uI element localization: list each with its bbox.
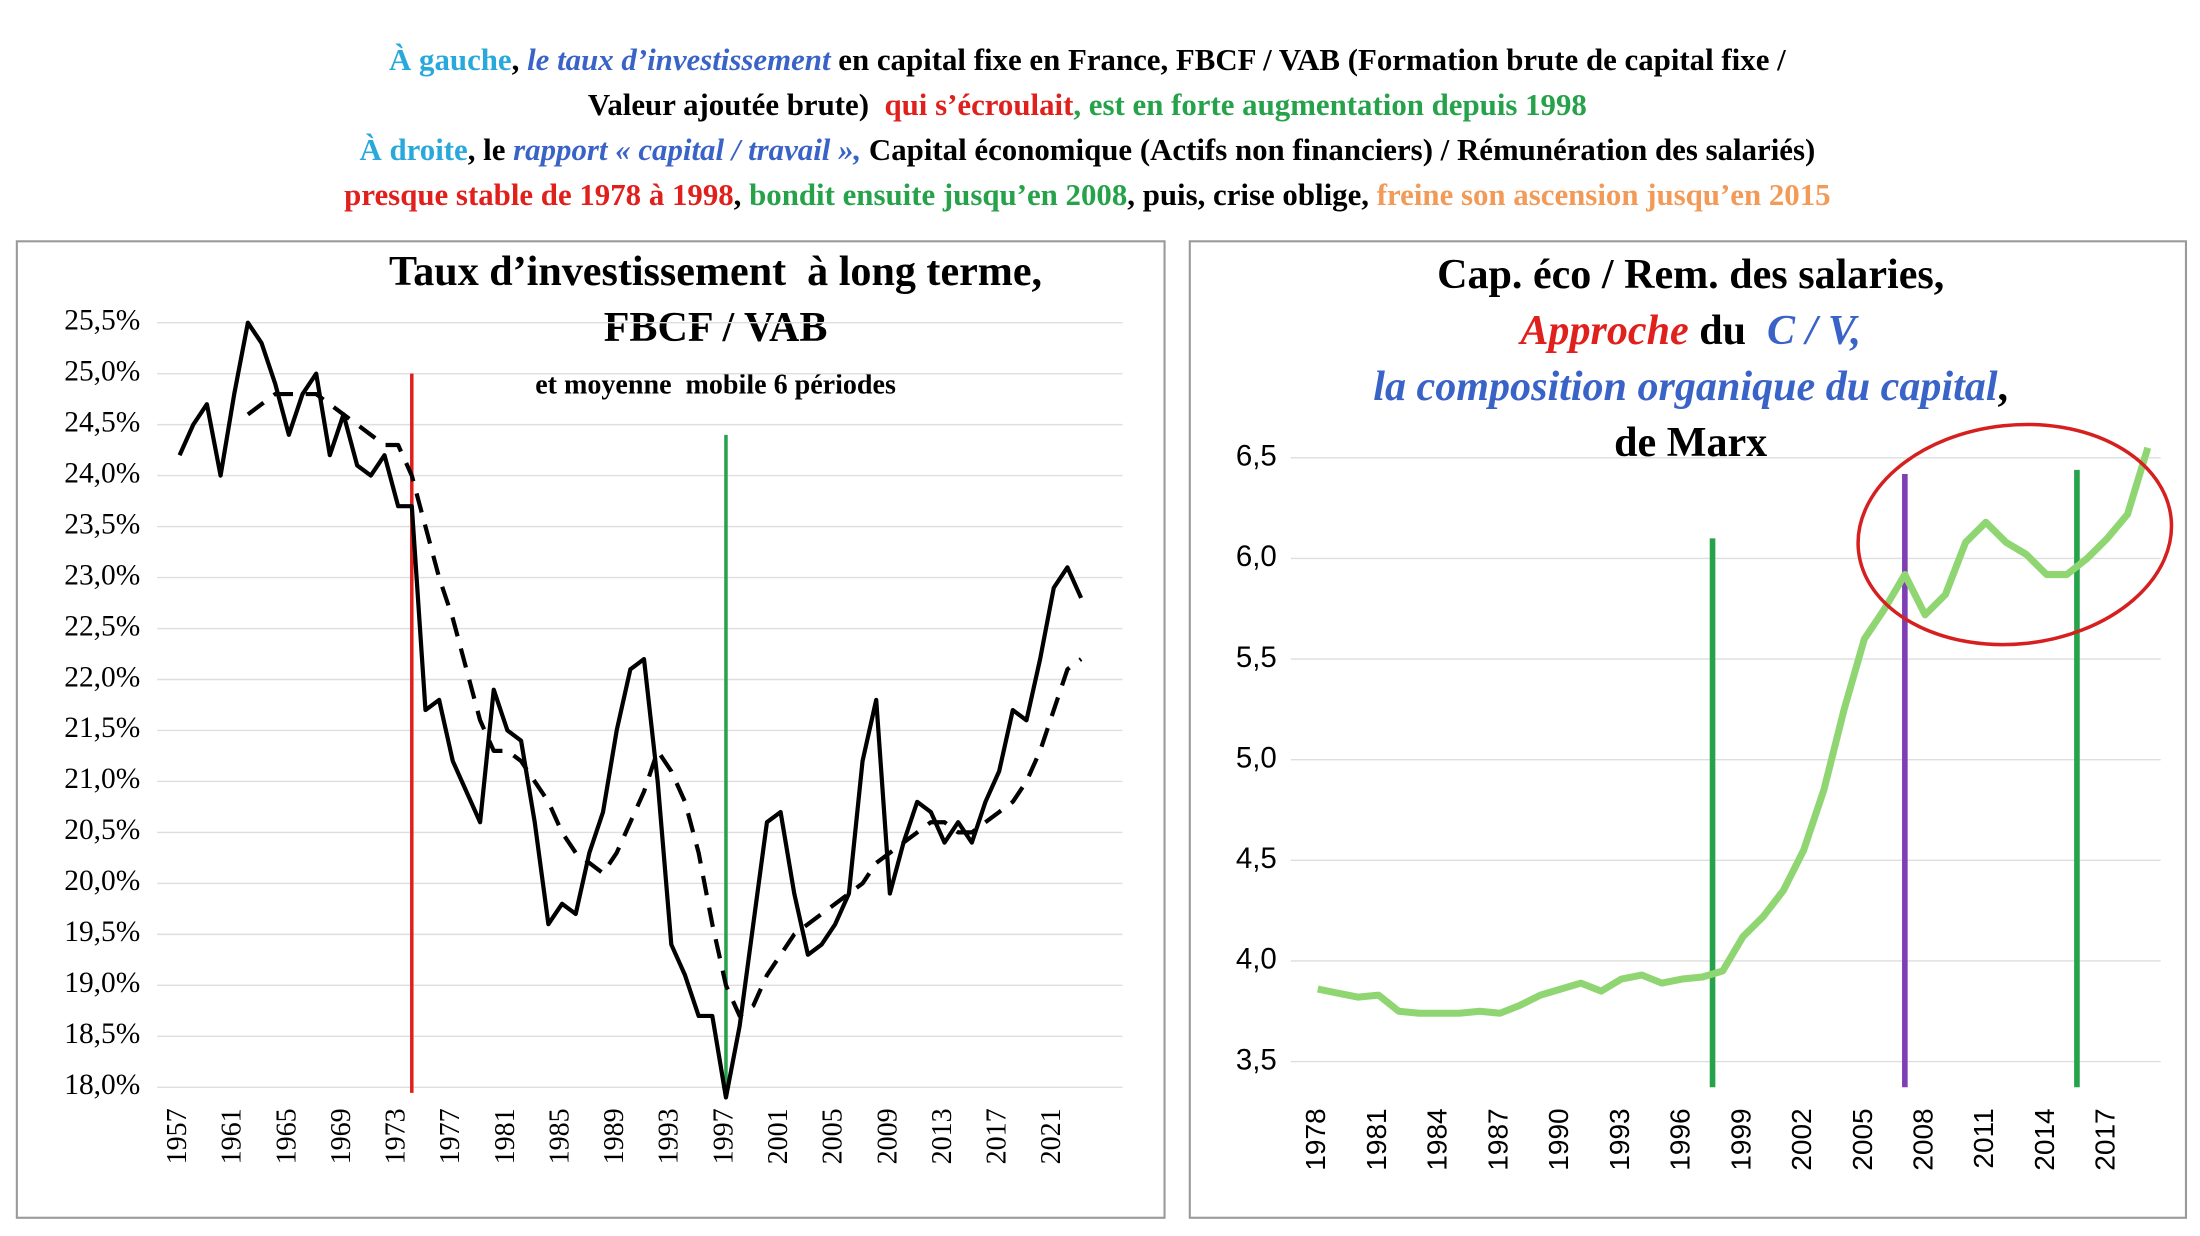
text-run: presque stable de 1978 à 1998 bbox=[344, 178, 733, 212]
x-tick-label: 2005 bbox=[1847, 1108, 1878, 1170]
y-tick-label: 20,5% bbox=[64, 814, 140, 846]
y-tick-label: 3,5 bbox=[1236, 1043, 1277, 1076]
y-tick-label: 25,5% bbox=[64, 304, 140, 336]
chart-title: Taux d’investissement à long terme, bbox=[389, 248, 1042, 295]
x-tick-label: 2014 bbox=[2029, 1108, 2060, 1170]
x-tick-label: 1987 bbox=[1482, 1108, 1513, 1170]
x-tick-label: 2005 bbox=[818, 1108, 849, 1164]
y-tick-label: 21,0% bbox=[64, 763, 140, 795]
x-tick-label: 1984 bbox=[1422, 1108, 1453, 1170]
x-tick-label: 1993 bbox=[654, 1108, 685, 1164]
text-run: Approche bbox=[1517, 307, 1688, 354]
y-tick-label: 18,5% bbox=[64, 1018, 140, 1050]
text-run: , est en forte augmentation depuis 1998 bbox=[1073, 88, 1586, 122]
text-run: Valeur ajoutée brute) bbox=[588, 88, 885, 122]
data-line bbox=[177, 320, 1084, 1100]
x-tick-label: 1997 bbox=[708, 1108, 739, 1164]
x-tick-label: 2013 bbox=[927, 1108, 958, 1164]
x-tick-label: 2001 bbox=[763, 1108, 794, 1164]
y-tick-label: 23,0% bbox=[64, 559, 140, 591]
text-run: À gauche bbox=[389, 42, 512, 77]
y-tick-label: 6,5 bbox=[1236, 440, 1277, 473]
text-run: , puis, crise oblige, bbox=[1127, 178, 1376, 212]
x-tick-label: 2011 bbox=[1968, 1108, 1999, 1168]
x-tick-label: 2002 bbox=[1786, 1108, 1817, 1170]
text-run: , bbox=[512, 43, 527, 77]
x-tick-label: 1996 bbox=[1665, 1108, 1696, 1170]
y-tick-label: 19,5% bbox=[64, 916, 140, 948]
x-tick-label: 1973 bbox=[381, 1108, 412, 1164]
x-tick-label: 2021 bbox=[1036, 1108, 1067, 1164]
x-tick-label: 1985 bbox=[544, 1108, 575, 1164]
text-run: FBCF / VAB bbox=[604, 304, 828, 351]
x-tick-label: 1981 bbox=[490, 1108, 521, 1164]
text-run: bondit ensuite jusqu’en 2008 bbox=[749, 178, 1127, 212]
text-run: C / V, bbox=[1767, 307, 1861, 354]
text-run: , bbox=[734, 178, 749, 212]
text-run: rapport « capital / travail », bbox=[513, 133, 861, 167]
y-tick-label: 6,0 bbox=[1236, 540, 1277, 573]
header-line: Valeur ajoutée brute) qui s’écroulait, e… bbox=[588, 88, 1587, 122]
text-run: Capital économique (Actifs non financier… bbox=[861, 133, 1815, 167]
y-tick-label: 23,5% bbox=[64, 508, 140, 540]
y-tick-label: 18,0% bbox=[64, 1069, 140, 1101]
x-tick-label: 1977 bbox=[435, 1108, 466, 1164]
y-tick-label: 4,5 bbox=[1236, 842, 1277, 875]
text-run: la composition organique du capital bbox=[1373, 363, 1998, 410]
x-tick-label: 2017 bbox=[2090, 1108, 2121, 1170]
y-tick-label: 25,0% bbox=[64, 355, 140, 387]
chart-title: de Marx bbox=[1614, 419, 1767, 466]
chart-title: Approche du C / V, bbox=[1517, 307, 1861, 354]
x-tick-label: 1961 bbox=[217, 1108, 248, 1164]
y-tick-label: 22,0% bbox=[64, 661, 140, 693]
data-line bbox=[246, 391, 1083, 1019]
x-tick-label: 2008 bbox=[1908, 1108, 1939, 1170]
y-tick-label: 5,0 bbox=[1236, 741, 1277, 774]
text-run: Taux d’investissement à long terme, bbox=[389, 248, 1042, 295]
x-tick-label: 1969 bbox=[326, 1108, 357, 1164]
x-tick-label: 1981 bbox=[1361, 1108, 1392, 1170]
y-tick-label: 21,5% bbox=[64, 712, 140, 744]
x-tick-label: 1978 bbox=[1300, 1108, 1331, 1170]
x-tick-label: 2009 bbox=[872, 1108, 903, 1164]
chart-title: Cap. éco / Rem. des salaries, bbox=[1437, 250, 1944, 297]
x-tick-label: 1993 bbox=[1604, 1108, 1635, 1170]
y-tick-label: 24,0% bbox=[64, 457, 140, 489]
chart-title: FBCF / VAB bbox=[604, 304, 828, 351]
x-tick-label: 1965 bbox=[271, 1108, 302, 1164]
text-run: de Marx bbox=[1614, 419, 1767, 466]
x-tick-label: 2017 bbox=[982, 1108, 1013, 1164]
text-run: , le bbox=[468, 133, 513, 167]
y-tick-label: 20,0% bbox=[64, 865, 140, 897]
x-tick-label: 1957 bbox=[162, 1108, 193, 1164]
y-tick-label: 24,5% bbox=[64, 406, 140, 438]
text-run: freine son ascension jusqu’en 2015 bbox=[1377, 178, 1831, 212]
text-run: en capital fixe en France, FBCF / VAB (F… bbox=[831, 43, 1787, 77]
right-panel bbox=[1188, 240, 2188, 1219]
text-run: le taux d’investissement bbox=[527, 43, 832, 77]
text-run: du bbox=[1689, 307, 1767, 354]
text-run: À droite bbox=[359, 132, 467, 167]
x-tick-label: 1990 bbox=[1543, 1108, 1574, 1170]
y-tick-label: 4,0 bbox=[1236, 943, 1277, 976]
x-tick-label: 1989 bbox=[599, 1108, 630, 1164]
header-line: presque stable de 1978 à 1998, bondit en… bbox=[344, 178, 1830, 212]
chart-title: la composition organique du capital, bbox=[1373, 363, 2008, 410]
y-tick-label: 19,0% bbox=[64, 967, 140, 999]
text-run: Cap. éco / Rem. des salaries, bbox=[1437, 250, 1944, 297]
chart-subtitle: et moyenne mobile 6 périodes bbox=[535, 370, 896, 401]
y-tick-label: 22,5% bbox=[64, 610, 140, 642]
header-line: À gauche, le taux d’investissement en ca… bbox=[389, 42, 1786, 77]
highlight-ellipse bbox=[1856, 422, 2174, 647]
text-run: qui s’écroulait bbox=[884, 88, 1074, 122]
data-line bbox=[1317, 446, 2152, 1017]
y-tick-label: 5,5 bbox=[1236, 641, 1277, 674]
header-line: À droite, le rapport « capital / travail… bbox=[359, 132, 1815, 167]
x-tick-label: 1999 bbox=[1725, 1108, 1756, 1170]
text-run: , bbox=[1998, 363, 2009, 410]
